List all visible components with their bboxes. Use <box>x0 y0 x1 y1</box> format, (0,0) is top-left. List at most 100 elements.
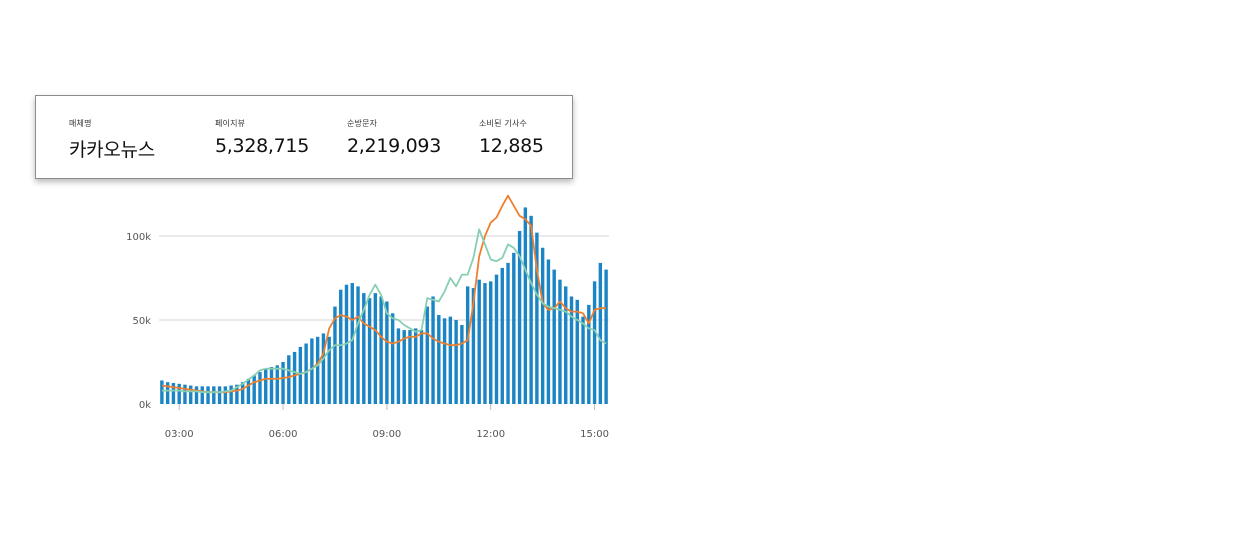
bar <box>292 351 297 404</box>
bar <box>298 346 303 404</box>
bar-series <box>160 207 608 404</box>
bar <box>327 336 331 404</box>
bar <box>356 286 360 404</box>
bar <box>304 343 308 404</box>
bar <box>494 274 499 404</box>
summary-card: 매체명 카카오뉴스 페이지뷰 5,328,715 순방문자 2,219,093 … <box>35 95 573 179</box>
bar <box>385 301 389 404</box>
bar <box>379 296 383 404</box>
y-tick-label: 100k <box>126 232 151 243</box>
line-series <box>161 194 607 394</box>
bar <box>258 372 262 404</box>
bar <box>471 288 476 404</box>
bar <box>252 375 256 404</box>
stat-label: 순방문자 <box>347 119 378 128</box>
bar <box>546 259 551 404</box>
x-tick-label: 03:00 <box>165 429 194 440</box>
bar <box>194 386 199 404</box>
bar <box>200 386 204 404</box>
y-tick-label: 0k <box>139 400 151 411</box>
y-axis: 0k 50k 100k <box>126 232 151 411</box>
stat-label: 소비된 기사수 <box>479 119 528 128</box>
bar <box>465 286 470 404</box>
bar <box>160 380 164 404</box>
bar <box>315 336 320 404</box>
x-tick-label: 15:00 <box>580 429 609 440</box>
bar <box>402 330 406 404</box>
stat-value: 카카오뉴스 <box>69 139 155 161</box>
bar <box>552 269 556 404</box>
bar <box>558 279 562 404</box>
bar <box>246 378 251 404</box>
bar <box>592 281 597 404</box>
bar <box>240 382 245 404</box>
bar <box>287 355 291 404</box>
stat-articles-consumed: 소비된 기사수 12,885 <box>479 118 544 157</box>
bar <box>390 313 395 404</box>
bar <box>454 320 458 404</box>
bar <box>212 386 216 404</box>
bar <box>362 293 366 404</box>
bar <box>183 384 187 404</box>
bar <box>229 385 233 404</box>
stat-value: 2,219,093 <box>347 135 441 157</box>
bar <box>540 247 545 404</box>
bar <box>367 298 372 404</box>
bar <box>448 316 453 404</box>
bar <box>189 385 193 404</box>
bar <box>414 328 418 404</box>
bar <box>206 386 210 404</box>
stat-value: 5,328,715 <box>215 135 309 157</box>
bar <box>483 283 487 404</box>
bar <box>431 296 435 404</box>
series-line-orange <box>161 194 607 394</box>
bar <box>437 314 441 404</box>
bar <box>275 365 279 404</box>
bar <box>564 286 568 404</box>
stat-media-name: 매체명 카카오뉴스 <box>69 118 155 162</box>
bar <box>581 316 585 404</box>
bar <box>529 215 533 404</box>
bar <box>460 325 464 404</box>
series-line-green <box>161 228 607 394</box>
x-axis: 03:00 06:00 09:00 12:00 15:00 <box>165 404 609 440</box>
bar <box>512 252 516 404</box>
bar <box>569 296 574 404</box>
bar <box>442 318 447 404</box>
bar <box>425 306 429 404</box>
bar <box>604 269 608 404</box>
stat-pageviews: 페이지뷰 5,328,715 <box>215 118 309 157</box>
stat-label: 페이지뷰 <box>215 119 246 128</box>
bar <box>535 232 539 404</box>
bar <box>310 338 314 404</box>
bar <box>517 230 522 404</box>
bar <box>281 362 285 404</box>
bar <box>500 267 504 404</box>
stat-value: 12,885 <box>479 135 544 157</box>
bar <box>408 330 412 404</box>
bar <box>373 293 378 404</box>
bar <box>396 328 401 404</box>
x-tick-label: 06:00 <box>269 429 298 440</box>
bar <box>264 368 268 404</box>
y-tick-label: 50k <box>132 316 151 327</box>
bar <box>350 283 354 404</box>
bar <box>523 207 528 404</box>
bar <box>598 262 603 404</box>
bar <box>269 367 274 404</box>
bar <box>235 384 239 404</box>
bar <box>333 306 337 404</box>
x-tick-label: 12:00 <box>476 429 505 440</box>
bar <box>217 386 222 404</box>
stat-unique-visitors: 순방문자 2,219,093 <box>347 118 441 157</box>
stat-label: 매체명 <box>69 119 92 128</box>
bar <box>171 383 176 404</box>
x-tick-label: 09:00 <box>372 429 401 440</box>
bar <box>575 299 579 404</box>
traffic-chart: 0k 50k 100k 03:00 06:00 09:00 12:00 15:00 <box>126 194 609 440</box>
bar <box>587 304 591 404</box>
bar <box>165 382 170 404</box>
bar <box>477 279 481 404</box>
bar <box>223 386 228 404</box>
bar <box>489 281 493 404</box>
